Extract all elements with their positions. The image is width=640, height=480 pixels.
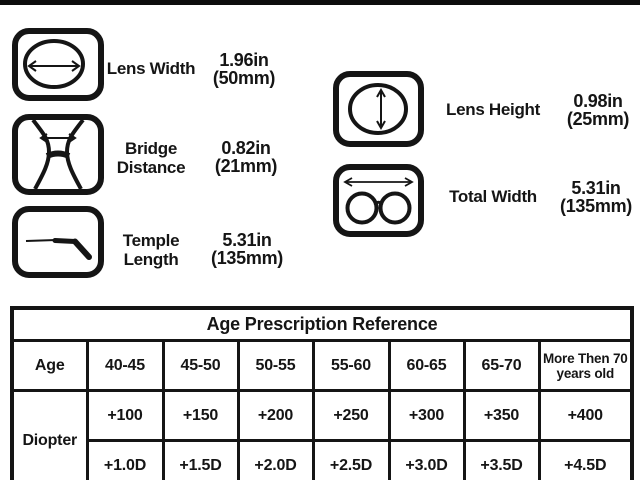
diopter-cell: +4.5D	[537, 439, 634, 480]
lens-height-value: 0.98in (25mm)	[550, 92, 640, 128]
diopter-cell: +300	[387, 389, 466, 442]
lens-width-icon	[12, 28, 104, 101]
diopter-cell: +400	[537, 389, 634, 442]
bridge-distance-value: 0.82in (21mm)	[198, 139, 294, 175]
age-range-cell-more-than-70: More Then 70 years old	[537, 339, 634, 392]
bridge-distance-icon	[12, 114, 104, 195]
temple-length-value-mm: (135mm)	[211, 248, 283, 268]
temple-length-value: 5.31in (135mm)	[194, 231, 300, 267]
diopter-cell: +2.0D	[236, 439, 315, 480]
age-range-cell: 45-50	[161, 339, 240, 392]
bridge-distance-label: Bridge Distance	[116, 139, 186, 177]
lens-width-label: Lens Width	[106, 59, 196, 78]
total-width-icon	[333, 164, 424, 237]
diopter-cell: +3.5D	[462, 439, 541, 480]
total-width-value-in: 5.31in	[571, 178, 621, 198]
diopter-cell: +150	[161, 389, 240, 442]
lens-height-value-mm: (25mm)	[566, 109, 630, 129]
total-width-value: 5.31in (135mm)	[541, 179, 640, 215]
lens-width-value-mm: (50mm)	[212, 68, 276, 88]
diopter-cell: +250	[311, 389, 391, 442]
lens-height-icon	[333, 71, 424, 147]
lens-height-value-in: 0.98in	[573, 91, 623, 111]
age-range-cell: 50-55	[236, 339, 315, 392]
total-width-label: Total Width	[449, 187, 537, 206]
diopter-cell: +3.0D	[387, 439, 466, 480]
lens-width-value-in: 1.96in	[219, 50, 269, 70]
bridge-distance-value-mm: (21mm)	[214, 156, 278, 176]
total-width-value-mm: (135mm)	[560, 196, 632, 216]
table-title: Age Prescription Reference	[10, 306, 634, 342]
bridge-distance-value-in: 0.82in	[221, 138, 271, 158]
diopter-cell: +1.0D	[85, 439, 165, 480]
age-range-cell: 65-70	[462, 339, 541, 392]
top-bar	[0, 0, 640, 5]
temple-length-value-in: 5.31in	[222, 230, 272, 250]
lens-width-value: 1.96in (50mm)	[196, 51, 292, 87]
temple-length-icon	[12, 206, 104, 278]
diopter-cell: +1.5D	[161, 439, 240, 480]
diopter-header-cell: Diopter	[10, 389, 89, 480]
age-range-cell: 60-65	[387, 339, 466, 392]
diopter-cell: +350	[462, 389, 541, 442]
age-header-cell: Age	[10, 339, 89, 392]
age-range-cell: 55-60	[311, 339, 391, 392]
diopter-cell: +100	[85, 389, 165, 442]
diopter-cell: +200	[236, 389, 315, 442]
lens-height-label: Lens Height	[446, 100, 540, 119]
age-prescription-table: Age Prescription Reference Age 40-45 45-…	[10, 306, 635, 480]
temple-length-label: Temple Length	[122, 231, 180, 269]
age-range-cell: 40-45	[85, 339, 165, 392]
diopter-cell: +2.5D	[311, 439, 391, 480]
